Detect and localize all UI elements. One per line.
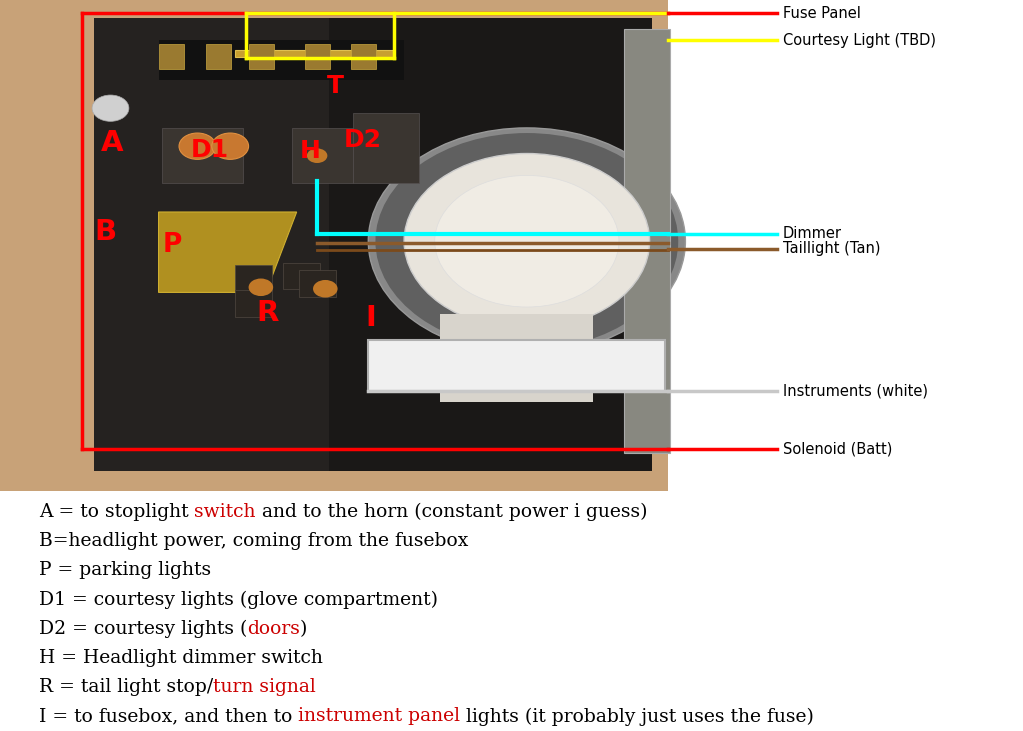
Text: I = to fusebox, and then to: I = to fusebox, and then to	[39, 708, 299, 725]
Text: R = tail light stop/: R = tail light stop/	[39, 678, 213, 696]
Text: Solenoid (Batt): Solenoid (Batt)	[783, 442, 892, 456]
Bar	[299, 270, 336, 297]
Bar	[283, 263, 320, 289]
Bar	[94, 18, 329, 471]
Bar	[305, 44, 330, 69]
Bar	[162, 128, 243, 183]
Text: D1 = courtesy lights (glove compartment): D1 = courtesy lights (glove compartment)	[39, 591, 438, 608]
Text: Taillight (Tan): Taillight (Tan)	[783, 241, 880, 256]
Bar	[624, 29, 670, 453]
Text: B=headlight power, coming from the fusebox: B=headlight power, coming from the fuseb…	[39, 532, 469, 550]
Circle shape	[92, 95, 129, 121]
Bar	[94, 18, 652, 471]
Text: Instruments (white): Instruments (white)	[783, 384, 928, 398]
Bar	[159, 40, 404, 80]
Text: Courtesy Light (TBD): Courtesy Light (TBD)	[783, 33, 936, 48]
Bar	[292, 128, 353, 183]
Circle shape	[404, 154, 650, 329]
Circle shape	[212, 133, 249, 159]
Bar	[159, 44, 184, 69]
Text: P: P	[163, 232, 181, 258]
Polygon shape	[235, 50, 394, 57]
Text: T: T	[327, 75, 344, 98]
Bar	[329, 18, 652, 471]
Text: turn signal: turn signal	[213, 678, 316, 696]
Text: switch: switch	[194, 503, 256, 520]
Bar	[353, 113, 419, 183]
Text: instrument panel: instrument panel	[299, 708, 460, 725]
Text: ): )	[300, 620, 308, 637]
Circle shape	[313, 280, 338, 298]
Text: D1: D1	[190, 138, 229, 162]
Circle shape	[375, 133, 678, 349]
Bar	[0, 0, 668, 491]
Circle shape	[435, 175, 619, 307]
Bar	[206, 44, 231, 69]
Circle shape	[368, 128, 685, 355]
Text: Fuse Panel: Fuse Panel	[783, 6, 860, 20]
Text: D2 = courtesy lights (: D2 = courtesy lights (	[39, 620, 248, 637]
Text: lights (it probably just uses the fuse): lights (it probably just uses the fuse)	[460, 708, 814, 725]
Bar	[351, 44, 376, 69]
Text: and to the horn (constant power i guess): and to the horn (constant power i guess)	[256, 503, 648, 520]
Text: D2: D2	[344, 129, 383, 152]
Text: H: H	[300, 140, 320, 163]
Text: B: B	[94, 219, 117, 246]
Text: H = Headlight dimmer switch: H = Headlight dimmer switch	[39, 649, 322, 667]
Circle shape	[249, 279, 273, 296]
Text: I: I	[365, 304, 375, 332]
Text: Dimmer: Dimmer	[783, 227, 842, 241]
Circle shape	[179, 133, 216, 159]
Text: R: R	[257, 299, 279, 327]
Bar	[440, 314, 593, 402]
Text: A: A	[101, 129, 124, 156]
Text: doors: doors	[248, 620, 300, 637]
Text: P = parking lights: P = parking lights	[39, 561, 211, 579]
Bar	[368, 340, 665, 391]
Bar	[235, 290, 272, 317]
Circle shape	[307, 148, 327, 163]
Polygon shape	[159, 212, 297, 292]
Text: A = to stoplight: A = to stoplight	[39, 503, 194, 520]
Bar	[249, 44, 274, 69]
Bar	[235, 265, 272, 291]
